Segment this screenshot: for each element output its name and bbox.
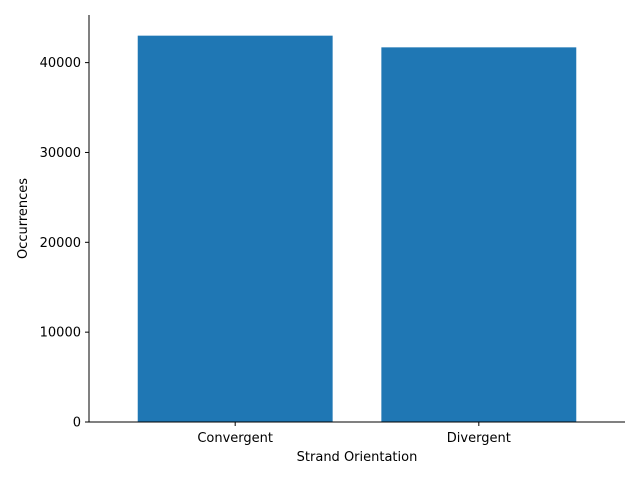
bar-divergent (381, 47, 577, 423)
y-tick-label: 40000 (40, 56, 81, 71)
bars-layer (137, 35, 577, 423)
x-tick-label: Convergent (197, 431, 273, 446)
y-tick-label: 30000 (40, 146, 81, 161)
bar-convergent (137, 35, 333, 422)
y-axis-ticks: 0 10000 20000 30000 40000 (40, 56, 89, 431)
y-tick-label: 10000 (40, 326, 81, 341)
x-axis-label: Strand Orientation (297, 450, 418, 465)
y-axis-label: Occurrences (16, 178, 31, 259)
y-tick-label: 0 (73, 416, 81, 431)
x-tick-label: Divergent (447, 431, 511, 446)
x-axis-ticks: Convergent Divergent (197, 422, 511, 446)
y-tick-label: 20000 (40, 236, 81, 251)
